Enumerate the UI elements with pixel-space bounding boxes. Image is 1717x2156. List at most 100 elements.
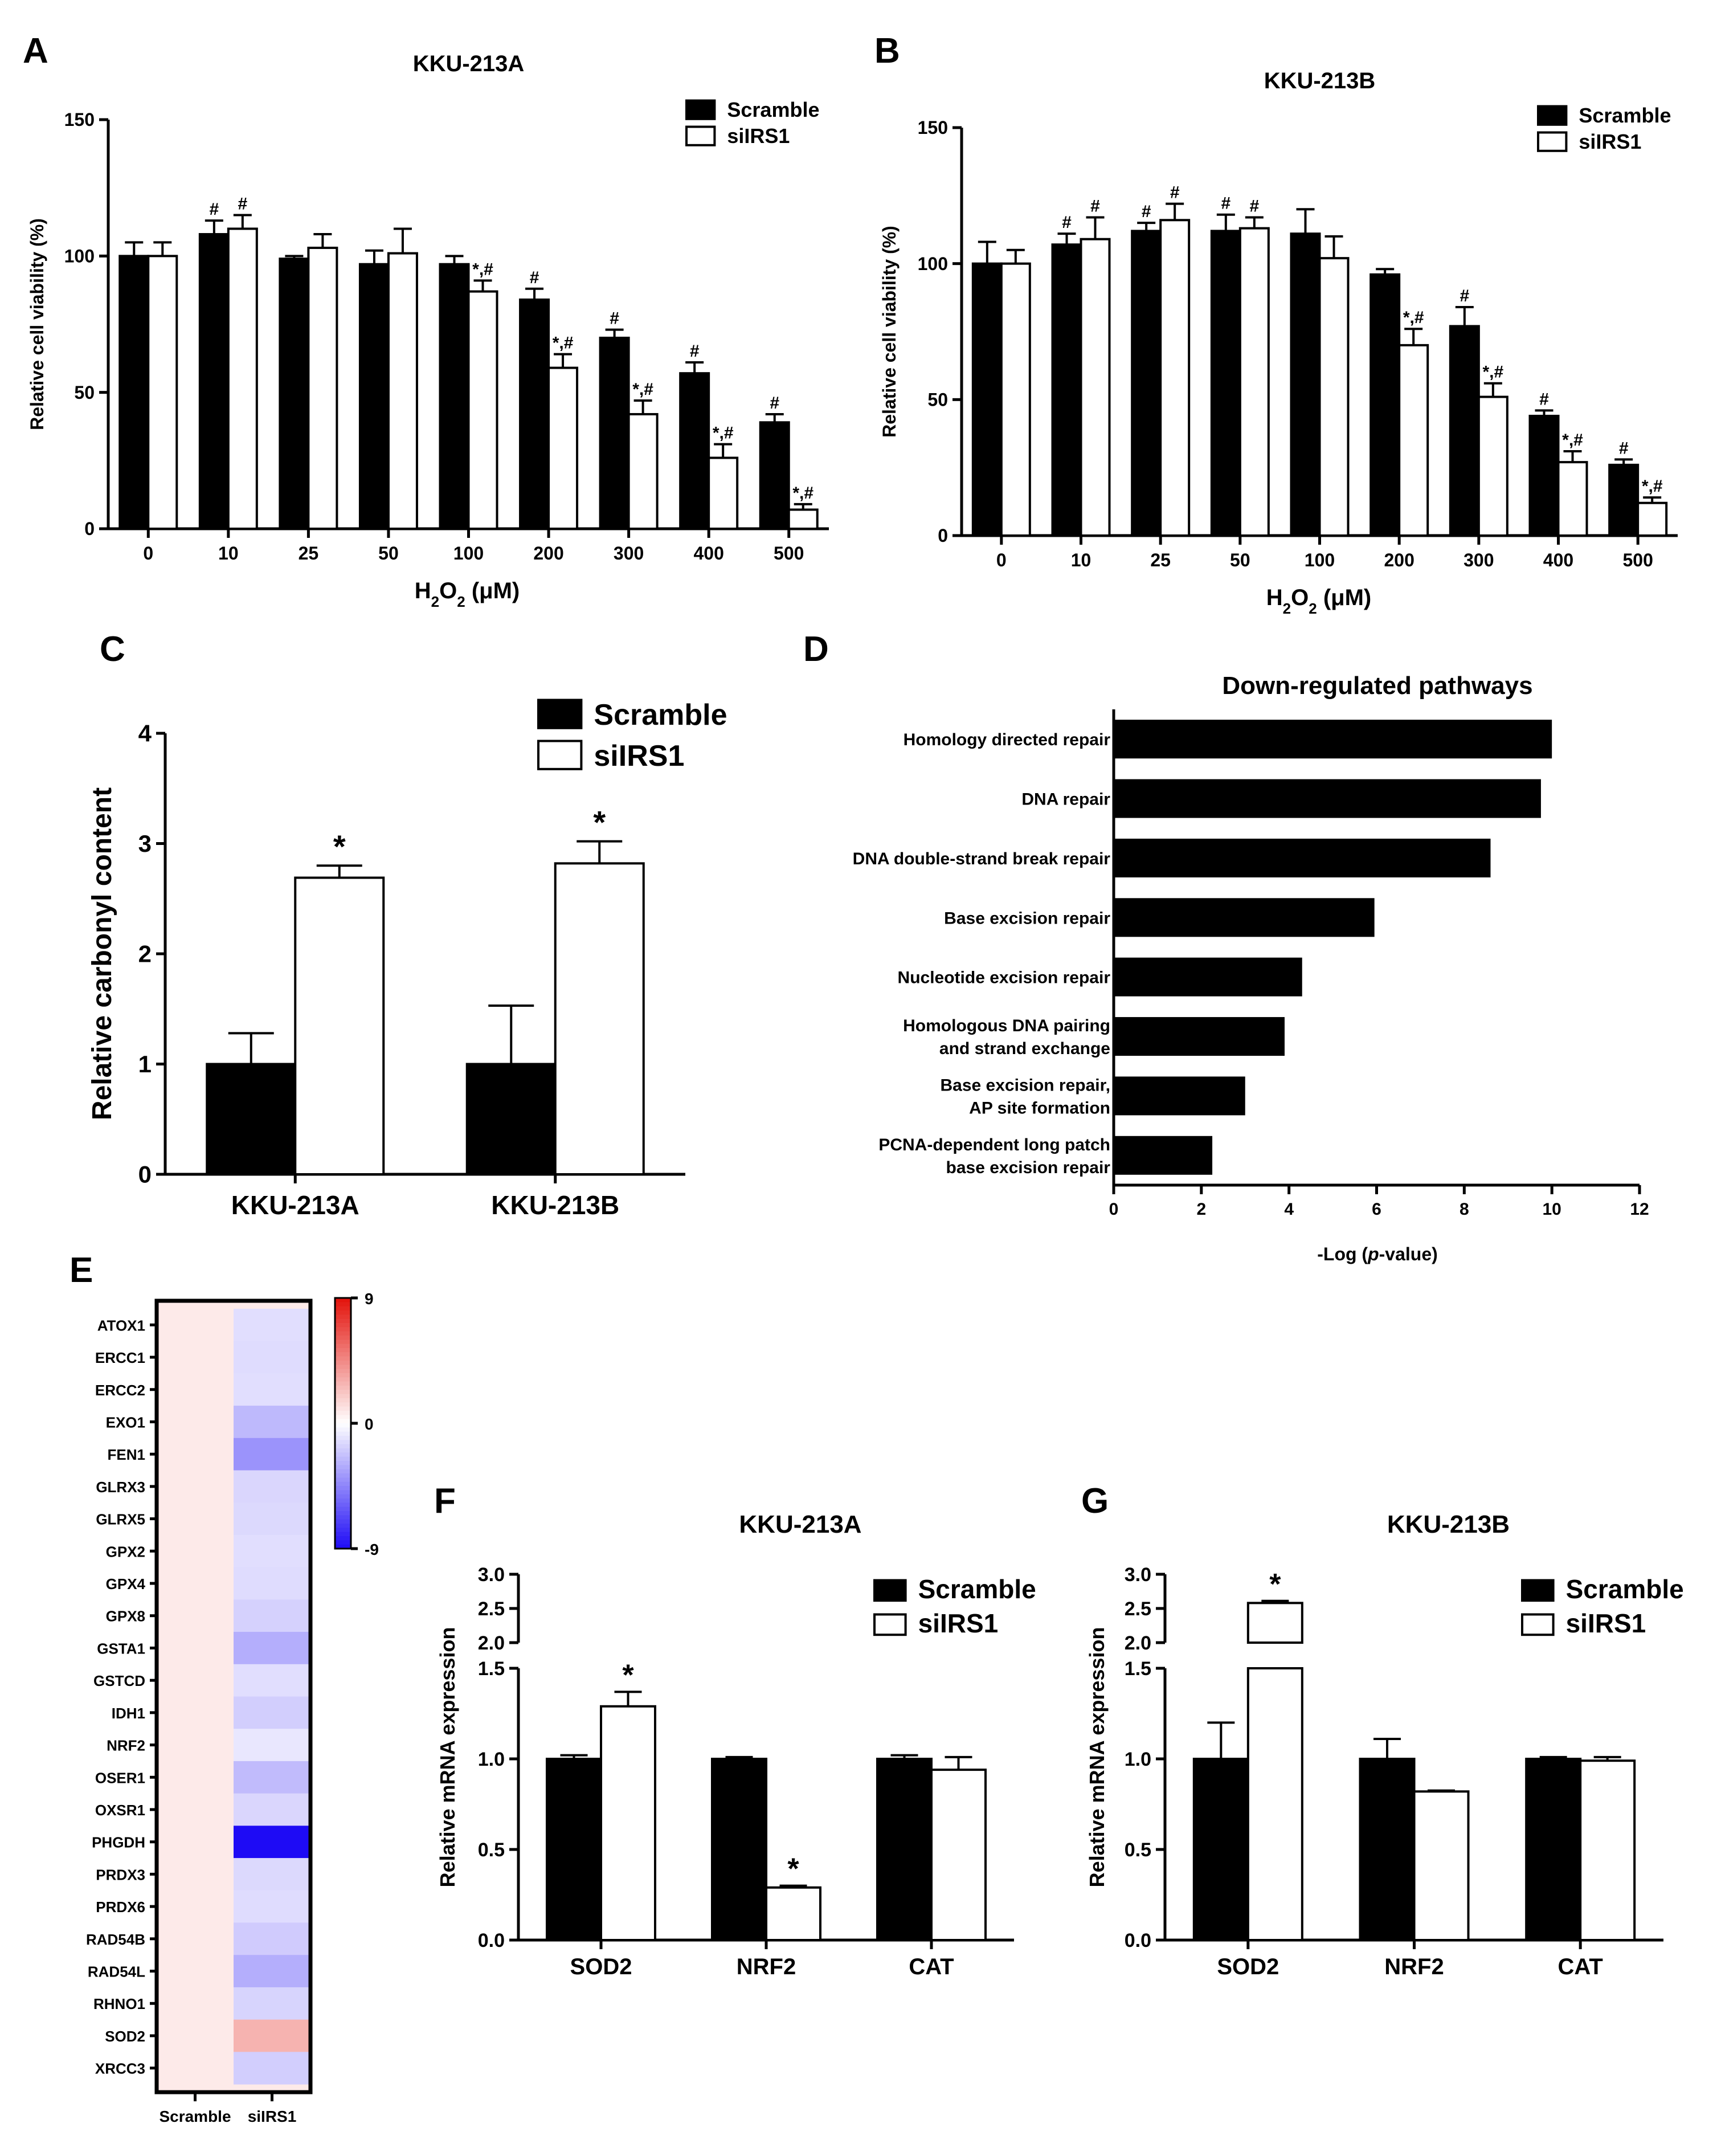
panel-g-bar	[1525, 1758, 1582, 1941]
panel-e-colorbar-segment	[335, 1469, 351, 1474]
panel-b-bar	[1290, 232, 1321, 537]
panel-e-row-label: OXSR1	[95, 1802, 145, 1819]
panel-a-annotation: *,#	[553, 334, 574, 353]
panel-letter-c: C	[100, 630, 125, 669]
panel-f-legend-swatch-1	[873, 1613, 907, 1636]
panel-e-colorbar-segment	[335, 1327, 351, 1332]
panel-c-bar	[554, 862, 645, 1175]
panel-g-xtick-label: NRF2	[1384, 1954, 1444, 1979]
panel-c-bar	[206, 1063, 297, 1175]
panel-e-row-label: ERCC2	[95, 1382, 145, 1399]
panel-e-colorbar-segment	[335, 1494, 351, 1499]
panel-e-colorbar-segment	[335, 1544, 351, 1549]
panel-b-bar	[1557, 461, 1588, 537]
panel-b-xtick-label: 100	[1305, 550, 1335, 570]
panel-a-xtick-label: 400	[693, 543, 723, 564]
panel-e-cell	[157, 1470, 234, 1503]
panel-e-cell	[234, 1793, 310, 1826]
panel-a-annotation: #	[610, 309, 619, 328]
panel-d-category-label: DNA double-strand break repair	[853, 850, 1111, 868]
panel-e-cell	[157, 1341, 234, 1374]
panel-e-row-label: GLRX5	[96, 1511, 145, 1528]
panel-e-row-label: GSTCD	[93, 1672, 145, 1689]
panel-e-row-label: PHGDH	[92, 1834, 145, 1851]
panel-a-annotation: #	[690, 342, 700, 361]
panel-a-bar	[519, 298, 550, 530]
panel-c-ytick-label: 3	[138, 830, 152, 857]
panel-e-cell	[157, 1664, 234, 1697]
panel-e-cell	[234, 1373, 310, 1406]
panel-e-row-label: IDH1	[112, 1705, 145, 1722]
panel-e-colorbar-segment	[335, 1427, 351, 1432]
panel-e-cell	[234, 1922, 310, 1955]
panel-e-cell	[157, 1534, 234, 1568]
panel-b-xtick-label: 10	[1071, 550, 1091, 570]
panel-d-category-label: base excision repair	[946, 1158, 1111, 1177]
panel-d-xlabel: -Log (p-value)	[1317, 1244, 1438, 1264]
panel-b-xlabel-part: 2	[1309, 600, 1317, 617]
panel-b-annotation: #	[1142, 202, 1151, 221]
panel-d-category-label: AP site formation	[969, 1099, 1110, 1117]
panel-d-xtick-label: 10	[1542, 1200, 1561, 1219]
panel-g-ytick-label: 2.5	[1125, 1598, 1151, 1620]
panel-b-xtick-label: 50	[1230, 550, 1250, 570]
panel-a-ytick-label: 0	[84, 518, 95, 539]
panel-a-xtick-label: 100	[453, 543, 484, 564]
panel-b-xlabel-part: 2	[1283, 600, 1291, 617]
panel-b-xlabel: H2O2 (μM)	[1266, 585, 1372, 617]
panel-d-category-label: Homology directed repair	[904, 730, 1111, 749]
panel-e-row-label: GPX8	[106, 1608, 145, 1625]
panel-e-cell	[157, 1567, 234, 1600]
panel-d-bar	[1114, 779, 1541, 818]
panel-e-row-label: RHNO1	[93, 1995, 145, 2012]
panel-e-colorbar-segment	[335, 1348, 351, 1353]
panel-e-row-label: ATOX1	[97, 1317, 145, 1334]
panel-e-colorbar-segment	[335, 1369, 351, 1374]
panel-f-bar	[765, 1886, 821, 1942]
panel-e-colorbar-label: 9	[365, 1290, 374, 1308]
panel-b-legend-label-0: Scramble	[1579, 104, 1671, 127]
panel-a-ylabel: Relative cell viability (%)	[27, 218, 47, 430]
panel-d-xtick-label: 6	[1372, 1200, 1381, 1219]
panel-e-cell	[157, 1502, 234, 1536]
panel-e-cell	[157, 1858, 234, 1891]
panel-e-colorbar-segment	[335, 1419, 351, 1424]
panel-e-row-label: RAD54B	[86, 1931, 145, 1948]
panel-b-legend-label-1: siIRS1	[1579, 130, 1641, 153]
panel-d-bar	[1114, 720, 1552, 759]
panel-e-cell	[234, 1470, 310, 1503]
panel-d-category-label: Nucleotide excision repair	[898, 969, 1111, 987]
panel-d-xlabel-part: p	[1367, 1244, 1379, 1264]
panel-e-cell	[234, 1987, 310, 2020]
panel-b-legend-swatch-0	[1537, 105, 1568, 126]
panel-b-annotation: *,#	[1642, 477, 1663, 496]
panel-a-ytick-label: 100	[64, 246, 95, 267]
panel-a-bar	[387, 252, 418, 530]
panel-b-xtick-label: 400	[1543, 550, 1573, 570]
panel-a-title: KKU-213A	[413, 51, 525, 76]
panel-e-colorbar-segment	[335, 1481, 351, 1487]
panel-e-colorbar-segment	[335, 1377, 351, 1382]
panel-b-annotation: *,#	[1562, 431, 1583, 450]
panel-e-colorbar-segment	[335, 1519, 351, 1524]
panel-e-colorbar-segment	[335, 1318, 351, 1324]
panel-a-xtick-label: 25	[299, 543, 319, 564]
panel-g-legend-label-0: Scramble	[1566, 1574, 1684, 1604]
panel-a-bar	[358, 263, 390, 530]
panel-g-bar	[1413, 1790, 1470, 1941]
panel-a-xtick-label: 0	[143, 543, 153, 564]
panel-a-annotation: #	[770, 394, 779, 413]
panel-b-xlabel-part: O	[1291, 585, 1309, 610]
panel-b-annotation: #	[1249, 197, 1259, 216]
panel-d-chart: Down-regulated pathways 0 2 4 6 8 10 12 -Log (p-…	[853, 672, 1649, 1264]
panel-e-row-label: XRCC3	[95, 2060, 145, 2077]
panel-e-colorbar-segment	[335, 1532, 351, 1537]
panel-e-colorbar-segment	[335, 1536, 351, 1541]
panel-e-cell	[157, 1890, 234, 1923]
panel-e-row-label: GLRX3	[96, 1479, 145, 1496]
panel-b-bar	[1449, 325, 1480, 537]
panel-g-legend-swatch-1	[1521, 1613, 1555, 1636]
panel-b-ytick-label: 50	[927, 390, 948, 410]
panel-f-bar	[930, 1769, 987, 1942]
panel-e-cell	[234, 2019, 310, 2052]
